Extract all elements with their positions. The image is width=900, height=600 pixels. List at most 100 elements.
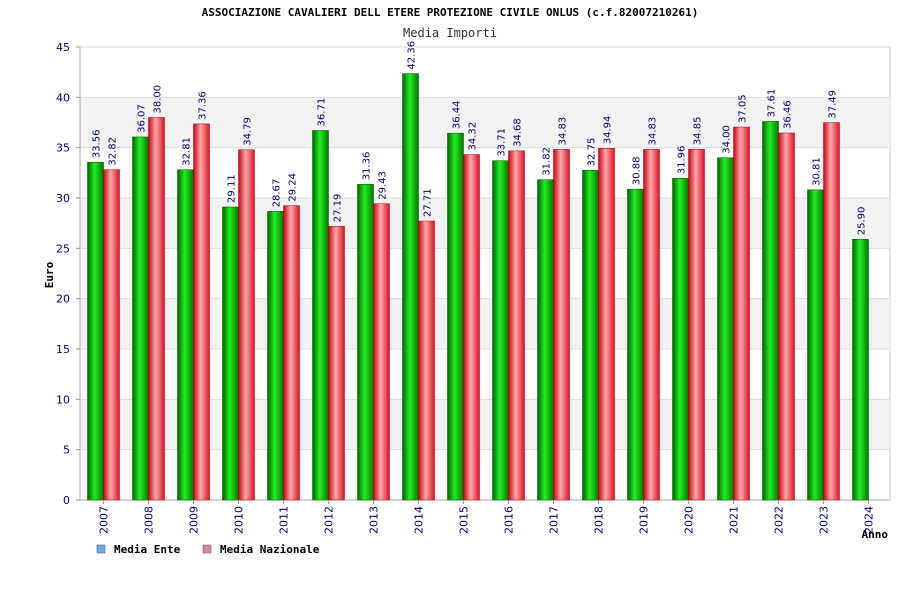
chart-subtitle: Media Importi xyxy=(403,26,497,40)
data-label: 32.75 xyxy=(587,138,598,167)
data-label: 27.71 xyxy=(423,188,434,217)
y-tick-label: 0 xyxy=(63,494,70,507)
data-label: 33.71 xyxy=(497,128,508,157)
legend-swatch xyxy=(96,544,106,554)
data-label: 29.11 xyxy=(227,174,238,203)
data-label: 36.71 xyxy=(317,98,328,127)
data-label: 32.81 xyxy=(182,137,193,166)
bar xyxy=(328,226,345,501)
data-label: 31.96 xyxy=(677,146,688,175)
x-tick-label: 2014 xyxy=(413,506,426,534)
bar xyxy=(627,188,644,501)
data-label: 36.07 xyxy=(137,104,148,133)
bar xyxy=(672,178,689,501)
data-label: 36.44 xyxy=(452,101,463,130)
x-tick-label: 2016 xyxy=(503,506,516,534)
y-tick-label: 45 xyxy=(56,41,70,54)
bar xyxy=(823,122,840,501)
x-axis-label: Anno xyxy=(862,528,889,541)
data-label: 28.67 xyxy=(272,179,283,208)
bar xyxy=(193,123,210,501)
bar xyxy=(283,205,300,501)
data-label: 37.61 xyxy=(767,89,778,118)
y-axis-label: Euro xyxy=(43,261,56,288)
bar xyxy=(357,184,374,501)
x-tick-label: 2018 xyxy=(593,506,606,534)
data-label: 29.24 xyxy=(288,173,299,202)
data-label: 31.36 xyxy=(362,152,373,181)
x-tick-label: 2023 xyxy=(818,506,831,534)
data-label: 34.85 xyxy=(693,117,704,146)
bar xyxy=(852,239,869,501)
bar xyxy=(598,148,615,501)
bar xyxy=(553,149,570,501)
bar xyxy=(177,169,194,501)
bar xyxy=(762,121,779,501)
y-tick-label: 25 xyxy=(56,242,70,255)
x-tick-label: 2017 xyxy=(548,506,561,534)
y-tick-label: 10 xyxy=(56,393,70,406)
x-tick-label: 2024 xyxy=(863,506,876,534)
data-label: 30.81 xyxy=(812,157,823,186)
data-label: 34.32 xyxy=(468,122,479,151)
y-axis-ticks: 0 5 10 15 20 25 30 35 40 45 xyxy=(56,41,80,507)
data-label: 33.56 xyxy=(92,130,103,159)
data-labels: 33.56 32.82 36.07 38.00 32.81 37.36 29.11 34.79… xyxy=(92,41,868,235)
bar xyxy=(733,126,750,501)
bar xyxy=(373,203,390,501)
x-tick-label: 2011 xyxy=(278,506,291,534)
plot-band xyxy=(80,399,890,450)
data-label: 42.36 xyxy=(407,41,418,70)
x-tick-label: 2021 xyxy=(728,506,741,534)
bar xyxy=(807,189,824,501)
y-tick-label: 40 xyxy=(56,91,70,104)
gridlines xyxy=(79,46,890,501)
bar xyxy=(582,170,599,501)
data-label: 38.00 xyxy=(153,85,164,114)
bar xyxy=(103,169,120,501)
data-label: 34.00 xyxy=(722,125,733,154)
data-label: 37.49 xyxy=(828,90,839,119)
bar xyxy=(717,157,734,501)
bar xyxy=(643,149,660,501)
data-label: 29.43 xyxy=(378,171,389,200)
bar xyxy=(778,132,795,501)
data-label: 37.05 xyxy=(738,94,749,123)
plot-band xyxy=(80,198,890,249)
bar xyxy=(148,117,165,501)
legend-swatch xyxy=(202,544,212,554)
data-label: 34.83 xyxy=(648,117,659,146)
x-tick-label: 2007 xyxy=(98,506,111,534)
data-label: 34.83 xyxy=(558,117,569,146)
bar xyxy=(418,220,435,501)
legend-label: Media Nazionale xyxy=(220,543,320,556)
bar xyxy=(312,130,329,501)
plot-area xyxy=(79,46,891,501)
y-tick-label: 15 xyxy=(56,343,70,356)
x-tick-label: 2008 xyxy=(143,506,156,534)
bar xyxy=(267,211,284,501)
x-tick-label: 2010 xyxy=(233,506,246,534)
bar xyxy=(132,136,149,501)
data-label: 34.79 xyxy=(243,117,254,146)
bar xyxy=(492,160,509,501)
legend: Media Ente Media Nazionale xyxy=(96,543,320,556)
bar xyxy=(508,150,525,501)
plot-band xyxy=(80,298,890,349)
data-label: 30.88 xyxy=(632,157,643,186)
bar xyxy=(238,149,255,501)
y-tick-label: 35 xyxy=(56,142,70,155)
data-label: 25.90 xyxy=(857,207,868,236)
bar xyxy=(222,206,239,501)
bar xyxy=(87,161,104,501)
x-tick-label: 2022 xyxy=(773,506,786,534)
x-tick-label: 2019 xyxy=(638,506,651,534)
bar xyxy=(688,148,705,501)
data-label: 37.36 xyxy=(198,91,209,120)
data-label: 32.82 xyxy=(108,137,119,166)
x-tick-label: 2020 xyxy=(683,506,696,534)
chart-title: ASSOCIAZIONE CAVALIERI DELL ETERE PROTEZ… xyxy=(202,6,699,19)
x-tick-label: 2013 xyxy=(368,506,381,534)
legend-label: Media Ente xyxy=(114,543,181,556)
